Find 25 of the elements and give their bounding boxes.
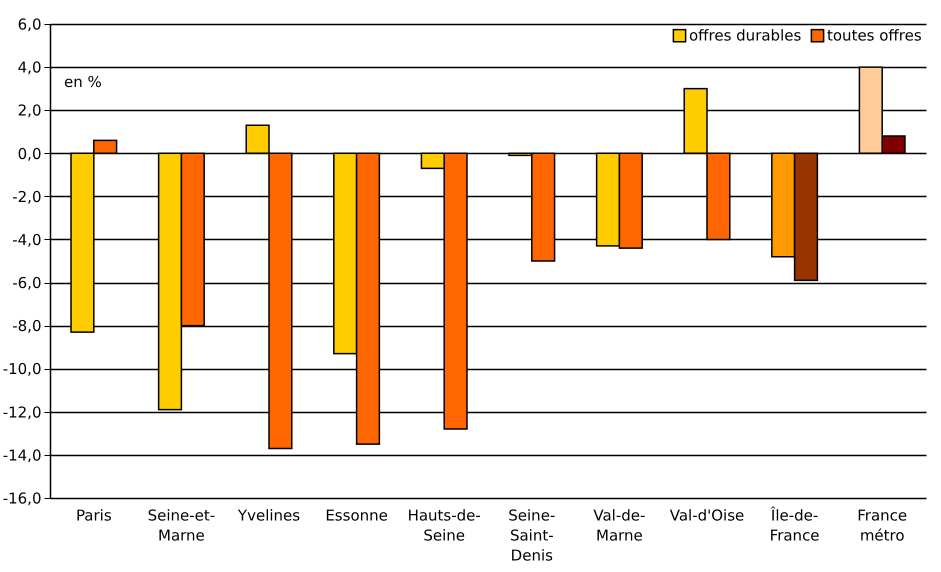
y-tick-label: -8,0 [12, 317, 42, 336]
y-tick-label: -4,0 [12, 230, 42, 249]
x-tick-label: Essonne [325, 506, 388, 524]
legend-label: toutes offres [827, 26, 922, 45]
x-tick-label: France métro [857, 506, 908, 544]
y-tick-label: -2,0 [12, 188, 42, 206]
x-tick-label: Île-de-France [770, 506, 820, 544]
x-tick-label: Paris [76, 506, 112, 524]
x-tick-label: Yvelines [236, 506, 300, 524]
y-tick-label: 2,0 [18, 102, 42, 120]
y-tick-label: -6,0 [12, 274, 42, 292]
y-tick-label: 4,0 [18, 58, 42, 77]
x-tick-label: Val-d'Oise [670, 506, 744, 524]
x-tick-label: Val-de-Marne [593, 506, 646, 544]
y-tick-label: -12,0 [2, 403, 42, 422]
x-tick-label: Seine-et-Marne [148, 506, 216, 544]
annotation: en % [64, 73, 102, 91]
x-tick-label: Hauts-de-Seine [408, 506, 481, 544]
y-tick-label: -16,0 [2, 490, 42, 508]
y-tick-label: -14,0 [2, 446, 42, 464]
y-tick-label: 0,0 [18, 144, 42, 163]
y-tick-label: -10,0 [2, 360, 42, 378]
legend-label: offres durables [689, 26, 802, 45]
x-tick-label: Seine-Saint-Denis [508, 506, 556, 564]
y-tick-label: 6,0 [18, 16, 42, 34]
